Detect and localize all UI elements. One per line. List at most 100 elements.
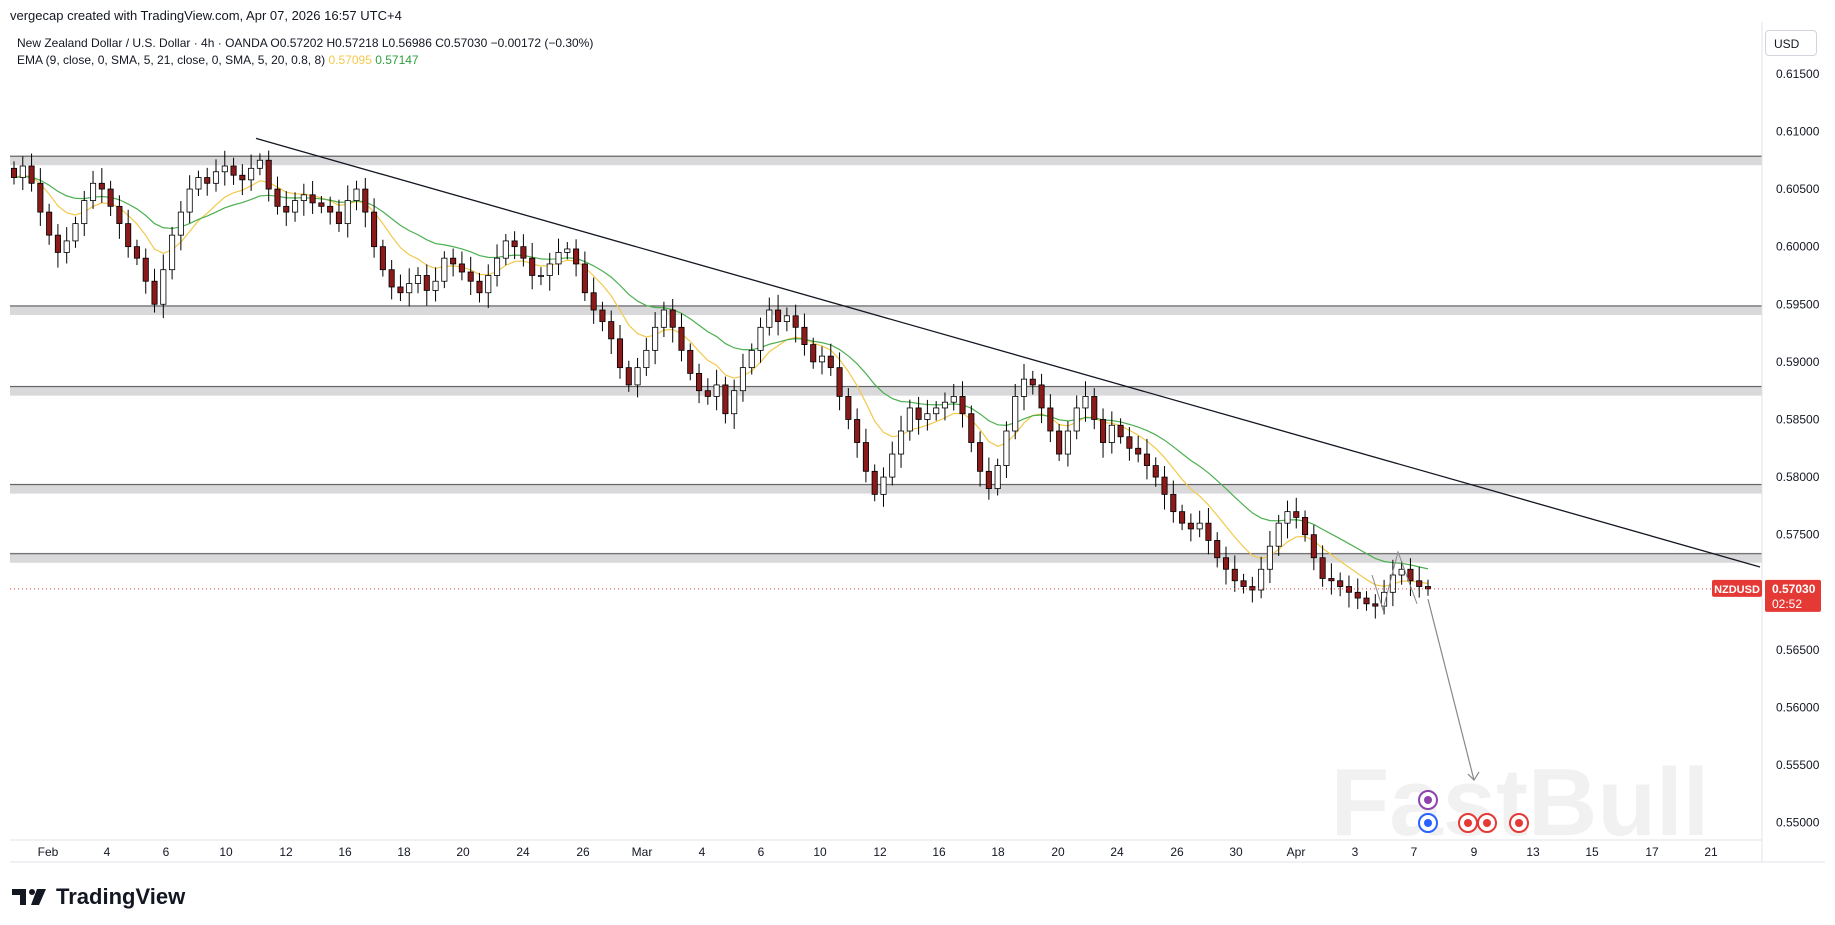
candle <box>1196 510 1203 538</box>
candle <box>1012 383 1019 440</box>
candle <box>731 379 738 429</box>
candle <box>1187 513 1194 542</box>
candle-body <box>537 275 544 277</box>
candle-body <box>485 275 492 294</box>
price-tick-label: 0.60500 <box>1776 182 1820 196</box>
candle <box>283 191 290 226</box>
candle-body <box>1310 534 1317 559</box>
event-flag-dot-icon <box>1424 796 1432 804</box>
candle <box>1345 575 1352 608</box>
ema-fast-value: 0.57095 <box>328 53 372 67</box>
candle <box>950 383 957 411</box>
candle <box>818 346 826 375</box>
candle <box>125 209 132 258</box>
candle <box>335 199 342 232</box>
time-tick-label: 26 <box>1170 845 1184 859</box>
candle <box>309 180 316 214</box>
candle-body <box>256 159 263 169</box>
candle-body <box>432 280 439 291</box>
candle <box>371 198 378 258</box>
candle-body <box>1196 522 1203 530</box>
candle-body <box>98 182 105 190</box>
symbol-badge-label: NZDUSD <box>1714 584 1760 596</box>
candle-body <box>1179 511 1186 524</box>
candle <box>19 156 26 190</box>
time-tick-label: Mar <box>632 845 653 859</box>
candle <box>898 415 905 468</box>
candle <box>985 457 992 500</box>
candle-body <box>862 442 869 472</box>
candle-body <box>1266 545 1273 570</box>
candle <box>467 256 474 296</box>
candle-body <box>160 269 167 305</box>
candle-body <box>1240 580 1247 587</box>
candle <box>1389 559 1396 607</box>
candle-body <box>414 275 422 284</box>
candle <box>1179 504 1186 531</box>
watermark-text: FastBull <box>1331 749 1710 856</box>
tradingview-logo-text: TradingView <box>56 884 186 909</box>
candle <box>704 378 711 405</box>
candle-body <box>634 367 641 386</box>
time-tick-label: 30 <box>1229 845 1243 859</box>
candle-body <box>1424 586 1432 590</box>
candle-body <box>28 165 35 184</box>
candle <box>265 150 272 202</box>
candle <box>801 313 808 356</box>
candle <box>1424 579 1432 596</box>
candle-body <box>1170 493 1177 513</box>
candle-body <box>1135 447 1142 455</box>
candle <box>46 203 53 245</box>
candle-body <box>239 174 246 181</box>
candle <box>775 294 782 336</box>
candle <box>1407 558 1414 596</box>
candle-body <box>1258 568 1265 591</box>
candle-body <box>177 211 184 236</box>
candle-body <box>151 280 158 305</box>
candle <box>1284 500 1291 539</box>
candle <box>133 239 140 266</box>
candle <box>959 381 966 428</box>
candle <box>573 239 580 277</box>
candle-body <box>977 442 984 472</box>
candle <box>169 226 176 280</box>
candle-body <box>458 263 465 273</box>
candle-body <box>704 390 711 397</box>
candle <box>941 392 948 421</box>
candle <box>810 337 817 369</box>
candle-body <box>1126 436 1133 449</box>
candle <box>37 168 44 226</box>
candle-body <box>511 240 518 248</box>
candle <box>379 239 386 277</box>
time-tick-label: 20 <box>1051 845 1065 859</box>
time-tick-label: 4 <box>104 845 111 859</box>
candle <box>783 307 790 332</box>
time-tick-label: Apr <box>1287 845 1306 859</box>
candle-body <box>397 286 404 294</box>
candle-body <box>1222 557 1230 570</box>
candle-body <box>1047 407 1054 432</box>
candle-body <box>362 188 369 213</box>
price-tick-label: 0.60000 <box>1776 240 1820 254</box>
candle-body <box>19 165 26 178</box>
candle-body <box>212 171 220 184</box>
candle <box>1126 427 1133 461</box>
current-price-value: 0.57030 <box>1772 582 1816 596</box>
candle-body <box>327 205 334 213</box>
time-tick-label: 26 <box>576 845 590 859</box>
candle-body <box>1249 586 1256 591</box>
candle <box>1416 566 1423 598</box>
tradingview-logo[interactable]: TradingView <box>10 884 185 910</box>
candle <box>871 464 878 502</box>
time-tick-label: 16 <box>932 845 946 859</box>
candle-body <box>344 200 351 225</box>
candle-body <box>1187 522 1194 530</box>
time-tick-label: 12 <box>873 845 887 859</box>
time-tick-label: 18 <box>397 845 411 859</box>
candle-body <box>1214 540 1221 559</box>
currency-selector[interactable]: USD <box>1765 30 1817 56</box>
support-resistance-zone <box>10 385 1762 396</box>
candle <box>502 233 509 266</box>
candle-body <box>309 194 316 204</box>
